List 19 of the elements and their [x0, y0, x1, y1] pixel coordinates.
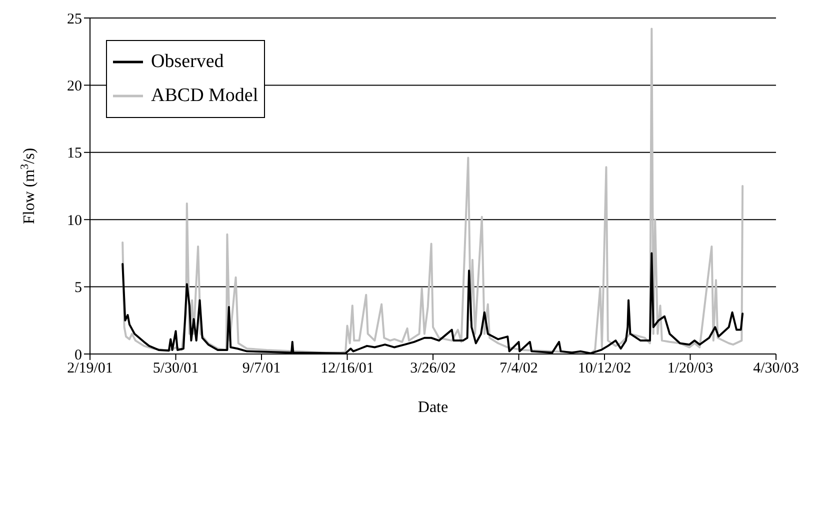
y-tick-label: 0 [74, 347, 82, 364]
x-tick-label: 9/7/01 [242, 360, 281, 377]
y-tick-label: 15 [67, 146, 82, 162]
y-tick-label: 5 [74, 280, 82, 296]
x-tick-label: 3/26/02 [410, 360, 456, 377]
x-tick-label: 12/16/01 [320, 360, 374, 377]
line-series [122, 28, 744, 354]
y-tick-label: 25 [67, 11, 82, 28]
legend-label: ABCD Model [151, 85, 258, 107]
x-tick-label: 5/30/01 [152, 360, 199, 377]
x-tick-label: 4/30/03 [753, 360, 799, 377]
y-tick-label: 10 [67, 212, 82, 229]
x-axis-title: Date [418, 399, 448, 416]
x-tick-label: 1/20/03 [667, 360, 714, 377]
x-tick-label: 2/19/01 [67, 360, 113, 377]
y-tick-label: 20 [67, 78, 82, 95]
x-tick-label: 7/4/02 [500, 360, 538, 377]
legend-label: Observed [151, 51, 224, 73]
x-tick-label: 10/12/02 [578, 360, 632, 377]
